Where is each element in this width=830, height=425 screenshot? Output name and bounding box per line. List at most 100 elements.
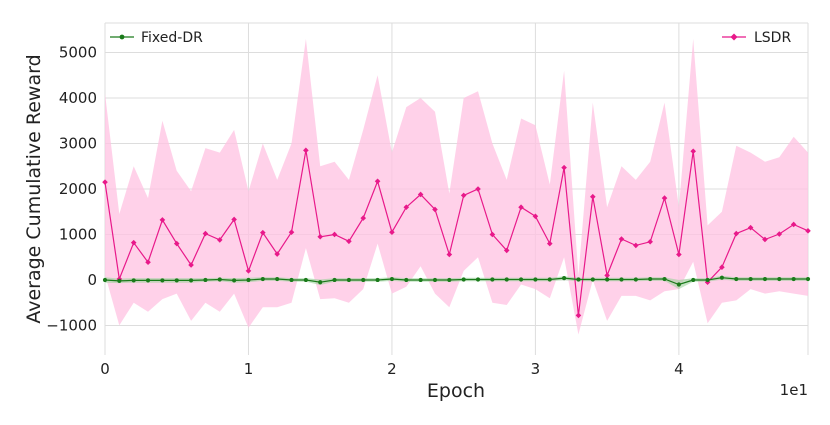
fixed-dr-point bbox=[246, 277, 251, 283]
x-tick-label: 3 bbox=[531, 360, 541, 378]
fixed-dr-point bbox=[734, 276, 739, 282]
fixed-dr-point bbox=[705, 277, 710, 283]
fixed-dr-point bbox=[619, 277, 624, 282]
lsdr-point bbox=[346, 238, 352, 245]
fixed-dr-point bbox=[332, 277, 337, 283]
fixed-dr-point bbox=[504, 277, 509, 282]
lsdr-point bbox=[575, 312, 582, 319]
lsdr-band bbox=[105, 38, 808, 335]
legend-lsdr: LSDR bbox=[722, 30, 791, 46]
legend-lsdr-marker bbox=[730, 33, 738, 41]
fixed-dr-point bbox=[676, 282, 681, 287]
fixed-dr-point bbox=[518, 277, 524, 282]
y-tick-label: 4000 bbox=[59, 89, 97, 107]
lsdr-point bbox=[303, 147, 309, 154]
lsdr-point bbox=[374, 178, 381, 185]
lsdr-point bbox=[704, 279, 711, 286]
lsdr-point bbox=[145, 259, 151, 266]
lsdr-point bbox=[389, 229, 395, 236]
lsdr-point bbox=[489, 231, 496, 238]
lsdr-point bbox=[733, 230, 740, 237]
lsdr-point bbox=[661, 195, 668, 201]
lsdr-point bbox=[446, 251, 453, 258]
legend-fixed-dr-label: Fixed-DR bbox=[141, 30, 203, 46]
lsdr-point bbox=[245, 268, 252, 274]
lsdr-point bbox=[561, 164, 567, 171]
fixed-dr-point bbox=[117, 278, 122, 283]
lsdr-point bbox=[475, 186, 481, 192]
fixed-dr-point bbox=[490, 277, 495, 282]
x-scale-label: 1e1 bbox=[780, 381, 808, 399]
x-tick-label: 4 bbox=[674, 360, 684, 378]
lsdr-point bbox=[202, 230, 209, 237]
lsdr-point bbox=[805, 228, 811, 234]
fixed-dr-point bbox=[576, 277, 581, 282]
lsdr-point bbox=[518, 204, 524, 210]
fixed-dr-point bbox=[289, 277, 294, 283]
fixed-dr-point bbox=[648, 276, 653, 282]
fixed-dr-point bbox=[361, 277, 366, 283]
legend-fixed-dr: Fixed-DR bbox=[110, 30, 203, 46]
fixed-dr-point bbox=[447, 277, 452, 283]
fixed-dr-point bbox=[562, 276, 567, 281]
fixed-dr-point bbox=[691, 277, 696, 283]
fixed-dr-point bbox=[748, 276, 753, 282]
lsdr-point bbox=[216, 237, 223, 243]
lsdr-point bbox=[503, 247, 510, 254]
series-lines bbox=[104, 150, 809, 316]
fixed-dr-point bbox=[203, 277, 208, 283]
lsdr-point bbox=[604, 272, 610, 279]
lsdr-point bbox=[331, 231, 338, 238]
fixed-dr-point bbox=[662, 276, 667, 282]
fixed-dr-line bbox=[104, 277, 808, 286]
lsdr-point bbox=[260, 229, 266, 236]
fixed-dr-point bbox=[461, 277, 466, 282]
y-tick-label: 5000 bbox=[59, 44, 97, 62]
fixed-dr-point bbox=[346, 277, 351, 283]
fixed-dr-point bbox=[160, 278, 165, 283]
x-axis-label: Epoch bbox=[427, 380, 485, 402]
fixed-dr-point bbox=[805, 276, 811, 282]
fixed-dr-point bbox=[777, 276, 782, 282]
y-tick-label: 0 bbox=[87, 271, 97, 289]
fixed-dr-point bbox=[432, 277, 438, 283]
fixed-dr-point bbox=[475, 277, 481, 282]
lsdr-point bbox=[173, 240, 180, 247]
x-tick-label: 0 bbox=[100, 360, 110, 378]
fixed-dr-point bbox=[404, 277, 409, 283]
fixed-dr-point bbox=[375, 277, 380, 283]
fixed-dr-point bbox=[275, 276, 280, 282]
lsdr-point bbox=[403, 204, 410, 210]
lsdr-point bbox=[274, 251, 280, 257]
y-tick-label: −1000 bbox=[46, 316, 97, 334]
lsdr-point bbox=[231, 216, 237, 223]
legend-lsdr-label: LSDR bbox=[754, 30, 791, 46]
fixed-dr-point bbox=[188, 278, 194, 283]
lsdr-point bbox=[546, 240, 553, 247]
lsdr-point bbox=[102, 179, 108, 185]
fixed-dr-point bbox=[217, 277, 222, 282]
y-tick-label: 1000 bbox=[59, 225, 97, 243]
lsdr-point bbox=[130, 239, 137, 246]
x-tick-label: 1 bbox=[244, 360, 254, 378]
fixed-dr-point bbox=[762, 276, 768, 282]
fixed-dr-point bbox=[547, 277, 552, 282]
legend-fixed-dr-marker bbox=[119, 34, 125, 40]
lsdr-point bbox=[159, 217, 166, 223]
fixed-dr-point bbox=[260, 276, 265, 282]
fixed-dr-point bbox=[719, 275, 725, 280]
lsdr-point bbox=[532, 213, 539, 220]
lsdr-point bbox=[776, 231, 783, 237]
lsdr-line bbox=[104, 150, 809, 316]
fixed-dr-point bbox=[174, 278, 179, 283]
lsdr-point bbox=[589, 193, 596, 200]
lsdr-point bbox=[432, 206, 438, 213]
fixed-dr-point bbox=[145, 278, 151, 283]
fixed-dr-point bbox=[389, 276, 395, 282]
fixed-dr-point bbox=[633, 277, 638, 282]
lsdr-point bbox=[690, 148, 697, 155]
lsdr-point bbox=[188, 262, 194, 268]
lsdr-point bbox=[676, 251, 682, 258]
y-tick-label: 2000 bbox=[59, 180, 97, 198]
